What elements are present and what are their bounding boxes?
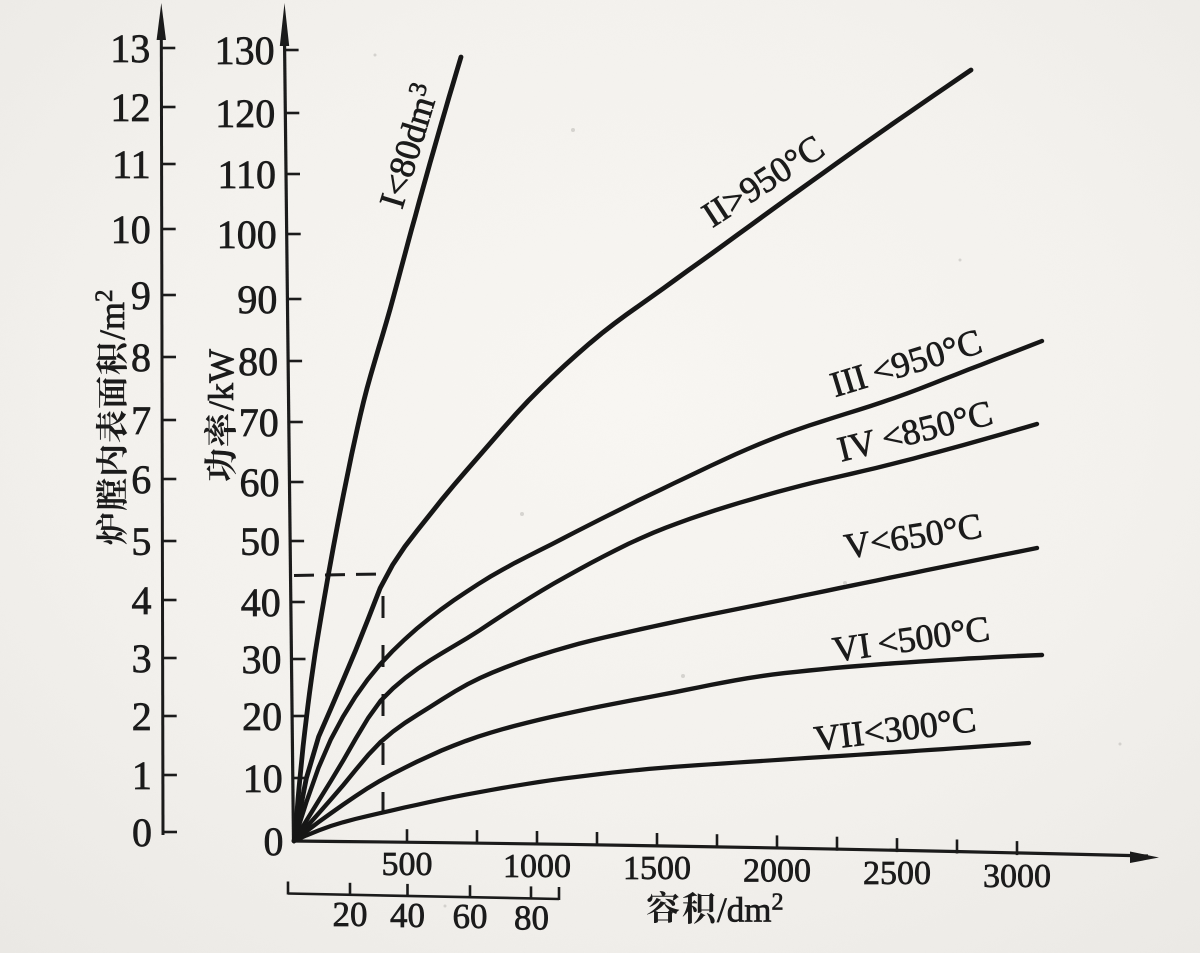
svg-text:12: 12: [111, 85, 151, 130]
svg-text:3: 3: [132, 636, 152, 681]
svg-text:1500: 1500: [623, 850, 691, 887]
svg-text:13: 13: [110, 26, 150, 71]
svg-text:9: 9: [131, 273, 151, 318]
svg-text:10: 10: [111, 207, 151, 252]
svg-text:500: 500: [382, 846, 433, 883]
svg-text:50: 50: [240, 519, 280, 564]
svg-text:40: 40: [241, 580, 281, 625]
svg-text:/kW: /kW: [201, 349, 241, 411]
svg-text:20: 20: [333, 895, 368, 934]
svg-text:2000: 2000: [743, 852, 811, 889]
svg-text:100: 100: [217, 212, 277, 257]
svg-text:6: 6: [131, 457, 151, 502]
svg-text:1: 1: [132, 753, 152, 798]
svg-text:4: 4: [132, 578, 152, 623]
svg-text:40: 40: [390, 896, 425, 935]
svg-text:80: 80: [238, 339, 278, 384]
svg-text:0: 0: [132, 810, 152, 855]
svg-text:5: 5: [131, 519, 151, 564]
svg-text:7: 7: [131, 398, 151, 443]
svg-text:20: 20: [242, 694, 282, 739]
svg-text:110: 110: [217, 152, 276, 197]
svg-text:60: 60: [453, 897, 488, 936]
svg-text:80: 80: [514, 898, 549, 937]
svg-text:2500: 2500: [863, 855, 931, 892]
svg-text:/m2: /m2: [91, 289, 132, 340]
svg-text:3000: 3000: [983, 858, 1051, 895]
svg-text:90: 90: [237, 277, 277, 322]
svg-text:30: 30: [242, 637, 282, 682]
svg-text:70: 70: [239, 400, 279, 445]
svg-text:8: 8: [131, 335, 151, 380]
svg-text:10: 10: [243, 756, 283, 801]
svg-text:2: 2: [132, 694, 152, 739]
svg-text:0: 0: [264, 819, 284, 864]
svg-text:120: 120: [215, 91, 275, 136]
svg-text:11: 11: [112, 142, 151, 187]
svg-text:60: 60: [240, 460, 280, 505]
svg-text:1000: 1000: [503, 848, 571, 885]
svg-text:130: 130: [215, 28, 275, 73]
svg-text:/dm2: /dm2: [717, 890, 783, 930]
